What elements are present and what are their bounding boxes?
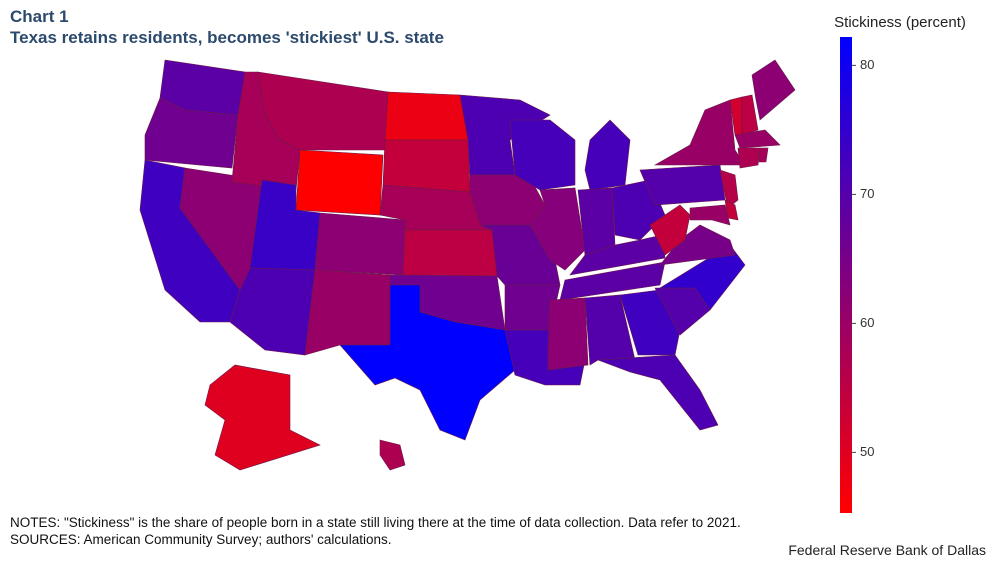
- state: [639, 164, 726, 206]
- state: [559, 261, 666, 301]
- state: [379, 439, 406, 471]
- state: [509, 119, 576, 191]
- state: [295, 149, 384, 216]
- chart-title: Chart 1: [10, 7, 69, 26]
- state: [339, 284, 516, 441]
- sources: SOURCES: American Community Survey; auth…: [10, 532, 391, 547]
- state: [689, 204, 731, 226]
- state: [653, 99, 746, 166]
- state: [382, 139, 471, 193]
- colorbar-tick-label: 60: [860, 315, 874, 330]
- state: [734, 129, 781, 149]
- chart-subtitle: Texas retains residents, becomes 'sticki…: [10, 28, 444, 47]
- state: [584, 119, 631, 191]
- notes: NOTES: "Stickiness" is the share of peop…: [10, 515, 741, 530]
- colorbar-tick-label: 50: [860, 444, 874, 459]
- colorbar: [840, 37, 852, 513]
- state: [314, 212, 406, 276]
- state: [547, 297, 589, 371]
- state: [649, 204, 691, 256]
- state: [737, 147, 761, 169]
- state: [741, 94, 759, 136]
- colorbar-tick-label: 70: [860, 186, 874, 201]
- map: [139, 59, 796, 471]
- state: [597, 354, 719, 431]
- state: [304, 269, 391, 356]
- colorbar-tick-label: 80: [860, 57, 874, 72]
- footer: Federal Reserve Bank of Dallas: [788, 542, 986, 558]
- state: [402, 229, 498, 277]
- state: [384, 91, 469, 141]
- state: [529, 187, 586, 271]
- colorbar-title: Stickiness (percent): [834, 14, 966, 31]
- state: [751, 59, 796, 121]
- state: [144, 97, 239, 169]
- state: [204, 364, 321, 471]
- state: [758, 147, 769, 163]
- state: [459, 94, 551, 176]
